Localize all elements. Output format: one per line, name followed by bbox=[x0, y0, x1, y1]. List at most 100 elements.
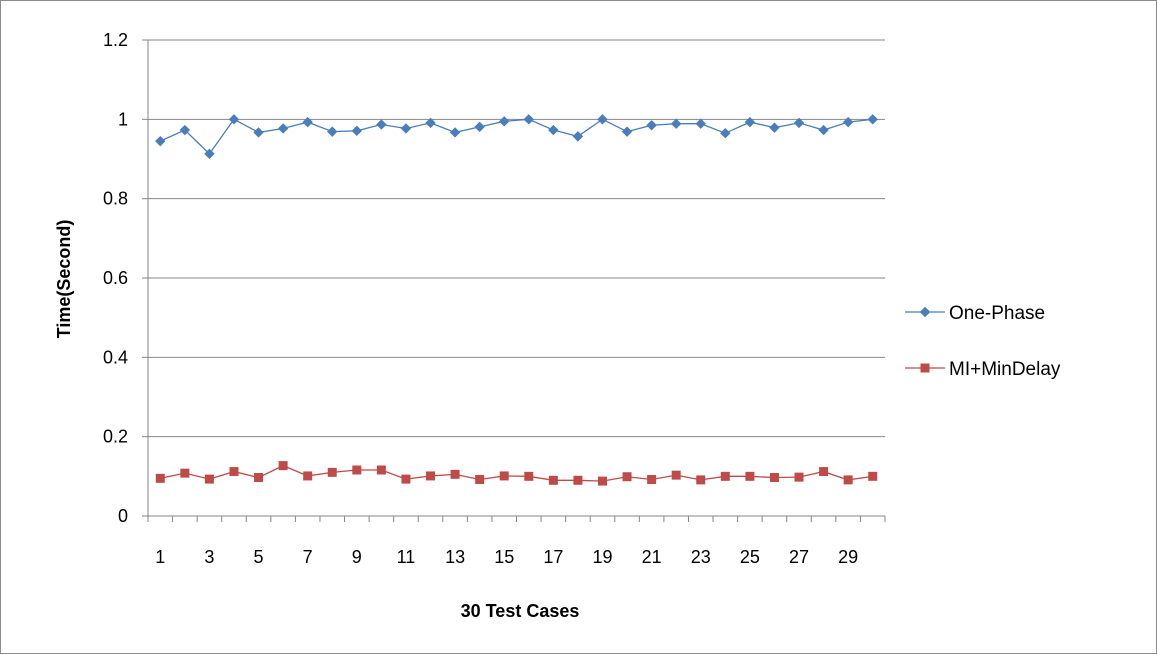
data-point bbox=[695, 118, 706, 129]
axes bbox=[142, 39, 886, 522]
y-axis-title: Time(Second) bbox=[54, 220, 74, 339]
data-point bbox=[180, 468, 190, 478]
data-point bbox=[229, 467, 239, 477]
data-point bbox=[867, 114, 878, 125]
data-point bbox=[254, 473, 264, 483]
data-point bbox=[548, 475, 558, 485]
data-point bbox=[401, 474, 411, 484]
data-point bbox=[155, 135, 166, 147]
series-line bbox=[160, 464, 873, 482]
series-2 bbox=[155, 461, 878, 486]
y-tick-label: 0.2 bbox=[103, 427, 128, 447]
gridlines bbox=[148, 39, 885, 438]
data-point bbox=[155, 473, 165, 483]
data-point bbox=[327, 126, 338, 137]
x-tick-label: 17 bbox=[543, 547, 563, 567]
x-tick-label: 11 bbox=[397, 547, 416, 567]
data-point bbox=[646, 120, 657, 131]
data-point bbox=[327, 467, 337, 477]
data-point bbox=[228, 114, 240, 125]
legend-entry: MI+MinDelay bbox=[905, 359, 1061, 380]
data-point bbox=[400, 123, 412, 134]
series bbox=[155, 114, 878, 486]
data-point bbox=[597, 114, 608, 125]
data-point bbox=[819, 467, 829, 477]
data-point bbox=[426, 471, 436, 481]
data-point bbox=[572, 131, 584, 142]
x-tick-label: 19 bbox=[592, 547, 612, 567]
data-point bbox=[696, 475, 706, 485]
data-point bbox=[204, 148, 215, 160]
y-tick-labels: 0 0.2 0.4 0.6 0.8 1 1.2 bbox=[103, 30, 128, 526]
y-tick-label: 0.8 bbox=[103, 189, 128, 209]
x-tick-label: 5 bbox=[254, 547, 264, 567]
x-tick-label: 29 bbox=[838, 547, 858, 567]
legend-marker bbox=[919, 306, 931, 318]
x-tick-label: 21 bbox=[642, 547, 662, 567]
data-point bbox=[548, 124, 559, 136]
y-tick-label: 0.6 bbox=[103, 268, 128, 288]
data-point bbox=[523, 114, 534, 125]
x-tick-label: 13 bbox=[445, 547, 465, 567]
data-point bbox=[303, 471, 313, 481]
data-point bbox=[671, 470, 681, 480]
data-point bbox=[868, 471, 878, 481]
x-tick-label: 25 bbox=[740, 547, 760, 567]
data-point bbox=[622, 472, 632, 482]
data-point bbox=[352, 465, 362, 475]
legend-label: One-Phase bbox=[949, 303, 1045, 324]
data-point bbox=[376, 465, 386, 475]
legend-entry: One-Phase bbox=[905, 303, 1045, 324]
x-tick-label: 3 bbox=[204, 547, 214, 567]
x-tick-labels: 1 3 5 7 9 11 13 15 17 19 21 23 25 27 29 bbox=[155, 547, 858, 567]
data-point bbox=[524, 471, 534, 481]
data-point bbox=[450, 469, 460, 479]
data-point bbox=[670, 118, 682, 129]
series-1 bbox=[155, 114, 878, 160]
x-tick-label: 15 bbox=[494, 547, 514, 567]
x-tick-label: 23 bbox=[691, 547, 711, 567]
data-point bbox=[597, 476, 607, 486]
data-point bbox=[351, 125, 363, 137]
data-point bbox=[769, 473, 779, 483]
legend-label: MI+MinDelay bbox=[949, 359, 1061, 380]
legend-marker bbox=[920, 363, 930, 373]
x-tick-label: 9 bbox=[352, 547, 362, 567]
data-point bbox=[449, 127, 461, 138]
data-point bbox=[474, 121, 485, 133]
data-point bbox=[745, 471, 755, 481]
y-tick-label: 0 bbox=[118, 506, 128, 526]
data-point bbox=[179, 124, 191, 136]
data-point bbox=[842, 116, 854, 128]
data-point bbox=[769, 122, 780, 133]
data-point bbox=[647, 475, 657, 485]
data-point bbox=[499, 471, 509, 481]
data-point bbox=[376, 119, 387, 130]
x-axis-title: 30 Test Cases bbox=[461, 601, 580, 621]
x-tick-label: 27 bbox=[789, 547, 809, 567]
x-tick-label: 7 bbox=[303, 547, 313, 567]
data-point bbox=[843, 475, 853, 485]
data-point bbox=[425, 117, 436, 129]
y-tick-label: 0.4 bbox=[103, 347, 128, 367]
data-point bbox=[621, 126, 633, 137]
data-point bbox=[499, 116, 510, 127]
data-point bbox=[720, 471, 730, 481]
x-tick-label: 1 bbox=[155, 547, 165, 567]
data-point bbox=[253, 127, 264, 138]
data-point bbox=[818, 124, 829, 136]
y-tick-label: 1 bbox=[118, 109, 128, 129]
data-point bbox=[720, 128, 731, 139]
data-point bbox=[302, 116, 313, 128]
data-point bbox=[793, 117, 805, 129]
y-tick-label: 1.2 bbox=[103, 30, 128, 50]
data-point bbox=[475, 475, 485, 485]
data-point bbox=[278, 461, 288, 471]
data-point bbox=[573, 475, 583, 485]
legend: One-Phase MI+MinDelay bbox=[905, 303, 1061, 380]
data-point bbox=[277, 123, 289, 134]
data-point bbox=[744, 116, 756, 128]
data-point bbox=[204, 474, 214, 484]
